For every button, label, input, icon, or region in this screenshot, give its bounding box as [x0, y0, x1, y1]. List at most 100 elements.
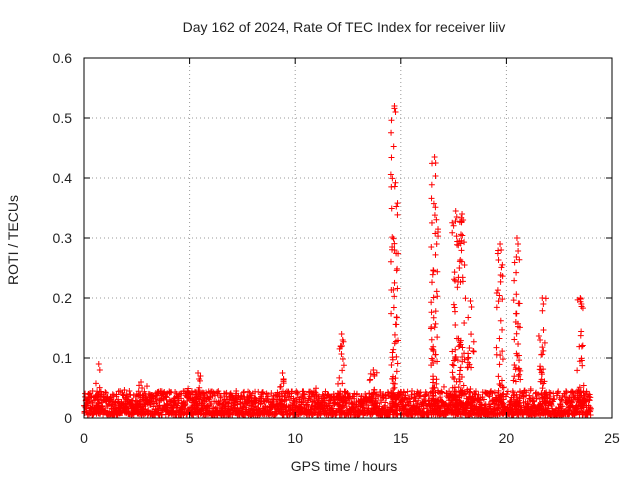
data-point [456, 371, 463, 378]
data-point [430, 200, 437, 207]
data-point [404, 388, 411, 395]
data-point [300, 394, 307, 401]
data-point [135, 399, 142, 406]
y-tick-label: 0.5 [53, 110, 73, 126]
data-point [435, 233, 442, 240]
data-point [514, 402, 521, 409]
data-point [540, 366, 547, 373]
data-point [470, 338, 477, 345]
data-point [451, 304, 458, 311]
data-point [428, 355, 435, 362]
data-point [401, 389, 408, 396]
data-point [580, 402, 587, 409]
data-point [457, 337, 464, 344]
data-point [511, 259, 518, 266]
data-point [282, 396, 289, 403]
data-point [499, 356, 506, 363]
data-point [576, 384, 583, 391]
data-point [465, 314, 472, 321]
data-point [499, 326, 506, 333]
data-point [538, 351, 545, 358]
data-point [95, 361, 102, 367]
data-point [394, 337, 401, 344]
data-point [515, 365, 522, 372]
data-point [494, 250, 501, 257]
data-point [452, 354, 459, 361]
data-point [515, 241, 522, 247]
data-point [551, 396, 558, 403]
data-point [456, 265, 463, 272]
data-point [486, 393, 493, 400]
data-point [185, 385, 192, 392]
data-point [449, 361, 456, 368]
data-point [134, 400, 141, 407]
data-point [498, 377, 505, 384]
data-point [126, 388, 133, 395]
data-point [390, 143, 397, 150]
data-point [388, 310, 395, 317]
data-point [338, 331, 345, 337]
data-point [432, 172, 439, 179]
data-point [278, 402, 285, 409]
data-point [569, 398, 576, 405]
data-point [196, 376, 203, 382]
data-point [563, 388, 570, 395]
data-point [428, 299, 435, 306]
data-point [393, 402, 400, 409]
data-point [461, 239, 468, 246]
data-point [558, 396, 565, 403]
data-point [449, 384, 456, 391]
data-point [495, 373, 502, 380]
data-point [192, 388, 199, 395]
x-tick-label: 5 [186, 430, 194, 446]
data-point [259, 389, 266, 396]
data-point [381, 404, 388, 411]
data-point [213, 404, 220, 411]
data-point [513, 350, 520, 357]
data-point [196, 400, 203, 407]
data-point [539, 398, 546, 405]
data-point [452, 218, 459, 225]
data-point [195, 387, 202, 394]
data-point [470, 348, 477, 355]
data-point [390, 304, 397, 311]
data-point [153, 406, 160, 413]
data-point [329, 405, 336, 412]
data-point [353, 390, 360, 397]
data-point [390, 385, 397, 392]
data-point [503, 391, 510, 398]
data-point [540, 326, 547, 333]
y-axis-label: ROTI / TECUs [5, 195, 21, 285]
data-point [259, 388, 266, 395]
data-point [391, 331, 398, 338]
data-point [579, 305, 586, 312]
data-point [388, 286, 395, 293]
data-point [430, 267, 437, 274]
data-point [432, 230, 439, 237]
data-point [434, 358, 441, 365]
data-point [393, 250, 400, 257]
data-point [431, 384, 438, 391]
data-point [428, 195, 435, 202]
data-points [81, 103, 594, 418]
data-point [495, 392, 502, 399]
data-point [337, 343, 344, 350]
data-point [452, 322, 459, 329]
data-point [337, 397, 344, 404]
data-point [339, 356, 346, 363]
data-point [577, 295, 584, 301]
data-point [517, 376, 524, 383]
data-point [577, 332, 584, 339]
data-point [539, 307, 546, 314]
data-point [277, 383, 284, 390]
data-point [459, 232, 466, 239]
data-point [136, 382, 143, 389]
data-point [467, 402, 474, 409]
data-point [467, 385, 474, 392]
data-point [513, 235, 520, 241]
axis-ticks: 0 5 10 15 20 25 0 0.1 0.2 0.3 0.4 0.5 0.6 [53, 50, 620, 446]
data-point [351, 395, 358, 402]
data-point [394, 360, 401, 367]
data-point [276, 393, 283, 400]
